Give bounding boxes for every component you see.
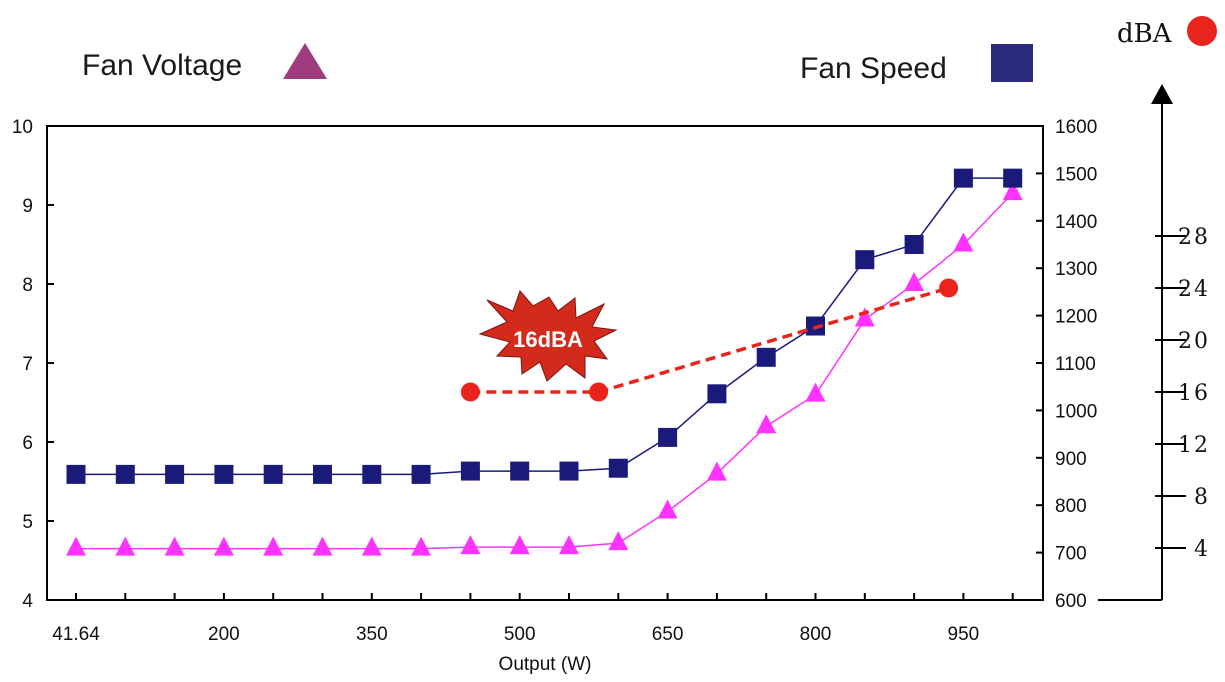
x-axis-tick-label: 200	[208, 624, 240, 645]
fan-speed-point	[165, 464, 185, 484]
fan-speed-point	[411, 464, 431, 484]
fan-speed-legend-label: Fan Speed	[800, 52, 947, 85]
series-layer	[66, 168, 1023, 556]
left-axis-tick-label: 9	[22, 196, 33, 217]
fan-voltage-point	[115, 536, 136, 556]
fan-voltage-point	[756, 414, 777, 434]
fan-voltage-point	[608, 531, 629, 551]
fan-voltage-point	[460, 535, 481, 555]
dba-axis-arrowhead	[1151, 84, 1173, 104]
fan-voltage-point	[706, 461, 727, 481]
fan-speed-point	[313, 464, 332, 484]
right-axis-tick-label: 1300	[1055, 259, 1097, 280]
fan-speed-point	[66, 464, 86, 484]
dba-burst-callout	[478, 290, 618, 382]
fan-voltage-legend-icon	[283, 43, 327, 79]
burst-label: 16dBA	[513, 327, 583, 352]
right-axis-tick-label: 800	[1055, 496, 1087, 517]
right-axis-tick-label: 1200	[1055, 307, 1097, 328]
left-axis-tick-label: 10	[12, 117, 33, 138]
fan-voltage-point	[509, 535, 530, 555]
fan-speed-point	[559, 461, 579, 481]
right-axis-tick-label: 1400	[1055, 212, 1097, 233]
x-axis-tick-label: 950	[948, 624, 980, 645]
right-axis-tick-label: 1100	[1055, 354, 1096, 375]
right-axis-tick-label: 700	[1055, 544, 1087, 565]
fan-voltage-point	[1002, 181, 1023, 201]
fan-voltage-point	[213, 536, 234, 556]
dba-legend-icon	[1187, 16, 1217, 46]
x-axis-label: Output (W)	[499, 654, 592, 675]
fan-voltage-point	[904, 272, 925, 291]
x-axis-tick-label: 41.64	[52, 624, 100, 645]
left-axis-tick-label: 8	[22, 275, 33, 296]
fan-voltage-point	[361, 536, 382, 556]
dba-legend-label: dBA	[1117, 19, 1173, 49]
fan-voltage-point	[657, 499, 678, 519]
fan-speed-point	[855, 250, 875, 270]
x-axis-tick-label: 350	[356, 624, 388, 645]
right-axis-tick-label: 900	[1055, 449, 1087, 470]
fan-speed-point	[510, 461, 530, 481]
left-axis-tick-label: 6	[22, 433, 33, 454]
axes: 4 5 6 7 8 9 10 600 700 800 900 1000 1100 1200 1300 1400…	[12, 117, 1097, 645]
fan-voltage-point	[953, 232, 974, 252]
fan-speed-point	[707, 384, 727, 404]
dba-axis-tick-label: 12	[1178, 433, 1210, 458]
dba-point	[460, 382, 480, 402]
fan-speed-point	[214, 464, 234, 484]
fan-voltage-legend-label: Fan Voltage	[82, 49, 242, 82]
fan-voltage-point	[164, 536, 185, 556]
x-axis-tick-label: 650	[652, 624, 684, 645]
fan-speed-point	[115, 464, 135, 484]
fan-speed-point	[953, 168, 973, 188]
fan-voltage-point	[854, 307, 875, 327]
fan-speed-legend-icon	[991, 44, 1033, 82]
fan-speed-point	[460, 461, 480, 481]
dba-point	[939, 278, 959, 298]
fan-speed-point	[362, 464, 382, 484]
fan-speed-point	[608, 458, 628, 478]
right-axis-tick-label: 1000	[1055, 401, 1097, 422]
left-axis-tick-label: 5	[22, 512, 33, 533]
fan-speed-point	[1003, 168, 1023, 188]
dba-axis-tick-label: 16	[1178, 381, 1210, 406]
fan-speed-point	[756, 347, 776, 367]
left-axis-tick-label: 4	[22, 591, 33, 612]
fan-voltage-point	[66, 536, 86, 556]
fan-voltage-line	[76, 192, 1014, 550]
right-axis-tick-label: 1600	[1055, 117, 1097, 138]
right-axis-tick-label: 1500	[1055, 164, 1097, 185]
fan-voltage-point	[312, 536, 333, 556]
fan-voltage-point	[411, 536, 432, 556]
fan-voltage-point	[559, 535, 579, 555]
x-axis-tick-label: 500	[504, 624, 536, 645]
fan-speed-point	[904, 235, 924, 254]
dba-axis: 4 8 12 16 20 24 28	[1098, 84, 1210, 601]
fan-speed-point	[658, 427, 678, 447]
fan-speed-point	[263, 464, 283, 484]
dba-axis-tick-label: 4	[1194, 537, 1210, 562]
dba-axis-tick-label: 28	[1178, 225, 1210, 250]
dba-axis-tick-label: 24	[1178, 277, 1210, 302]
fan-voltage-point	[263, 536, 284, 556]
dba-axis-tick-label: 8	[1194, 485, 1210, 510]
dba-point	[589, 382, 609, 402]
left-axis-tick-label: 7	[22, 354, 33, 375]
dba-axis-tick-label: 20	[1178, 329, 1210, 354]
fan-voltage-point	[805, 382, 826, 402]
right-axis-tick-label: 600	[1055, 591, 1087, 612]
x-axis-tick-label: 800	[800, 624, 832, 645]
